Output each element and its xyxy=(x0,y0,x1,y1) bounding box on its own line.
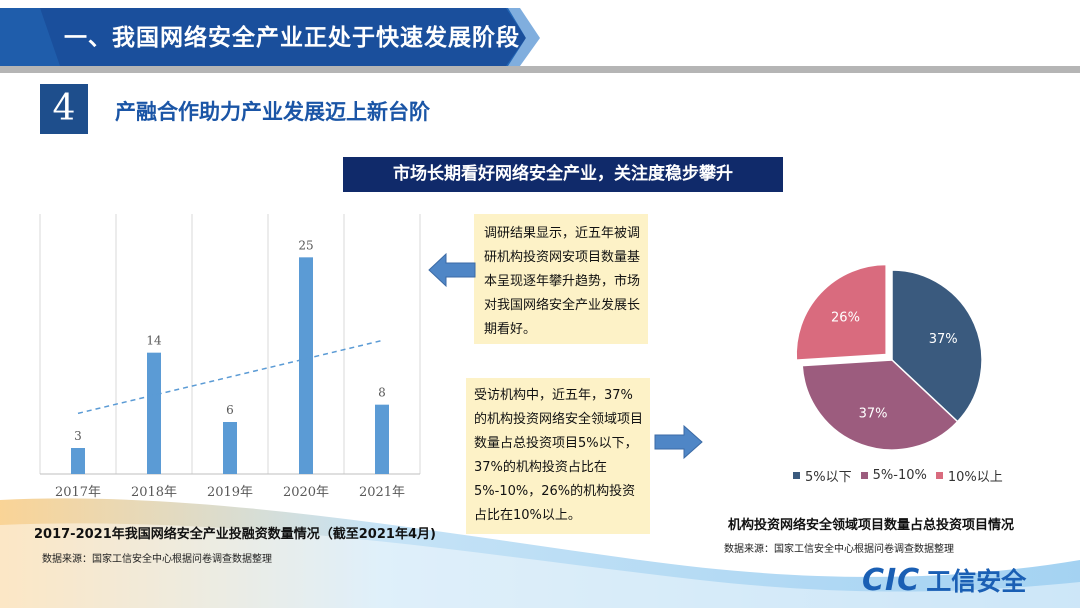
bar-data-label: 6 xyxy=(226,403,234,417)
pie-chart-source: 数据来源：国家工信安全中心根据问卷调查数据整理 xyxy=(724,544,954,555)
legend-swatch xyxy=(860,472,868,479)
legend-item-above10: 10%以上 xyxy=(935,466,1003,485)
bar-chart: 3 2017年 14 2018年 6 2019年 25 2020年 8 2021年 xyxy=(39,214,421,500)
x-tick-label: 2020年 xyxy=(283,485,329,500)
bar-data-label: 14 xyxy=(146,334,162,348)
right-arrow-icon xyxy=(654,424,703,460)
x-tick-label: 2017年 xyxy=(55,485,101,500)
bar-data-label: 8 xyxy=(378,386,386,400)
pie-slice-1 xyxy=(891,269,983,423)
cic-logo: CIC 工信安全 xyxy=(862,562,1026,598)
legend-item-5to10: 5%-10% xyxy=(860,468,927,483)
pie-legend: 5%以下 5%-10% 10%以上 xyxy=(793,466,1003,485)
x-tick-label: 2019年 xyxy=(207,485,253,500)
bar-2020年 xyxy=(299,257,313,474)
legend-swatch xyxy=(935,472,943,479)
bar-2019年 xyxy=(223,422,237,474)
pie-slice-2 xyxy=(801,359,959,451)
bottom-wave-decoration xyxy=(0,498,1080,608)
note-institution-share: 受访机构中，近五年，37%的机构投资网络安全领域项目数量占总投资项目5%以下，3… xyxy=(466,378,650,534)
section-number: 4 xyxy=(40,84,88,134)
bar-chart-caption: 2017-2021年我国网络安全产业投融资数量情况（截至2021年4月) xyxy=(34,527,436,542)
pie-chart-caption: 机构投资网络安全领域项目数量占总投资项目情况 xyxy=(728,518,1015,533)
legend-item-below5: 5%以下 xyxy=(793,466,852,485)
note-survey-result: 调研结果显示，近五年被调研机构投资网安项目数量基本呈现逐年攀升趋势，市场对我国网… xyxy=(474,214,648,344)
trend-line xyxy=(77,339,383,415)
header-divider xyxy=(0,66,1080,73)
section-subtitle: 产融合作助力产业发展迈上新台阶 xyxy=(115,100,430,124)
legend-label: 5%以下 xyxy=(805,470,852,485)
bar-data-label: 25 xyxy=(298,238,313,252)
x-tick-label: 2021年 xyxy=(359,485,405,500)
section-banner: 市场长期看好网络安全产业，关注度稳步攀升 xyxy=(343,157,783,192)
pie-chart: 37% 37% 26% xyxy=(795,263,983,451)
legend-swatch xyxy=(793,472,800,479)
bar-chart-source: 数据来源：国家工信安全中心根据问卷调查数据整理 xyxy=(42,554,272,565)
bar-2021年 xyxy=(375,404,389,474)
pie-data-label: 37% xyxy=(859,407,888,422)
banner-shape xyxy=(0,8,540,66)
legend-label: 5%-10% xyxy=(872,468,927,483)
bar-data-label: 3 xyxy=(74,429,82,443)
left-arrow-icon xyxy=(428,252,476,288)
legend-label: 10%以上 xyxy=(947,470,1003,485)
logo-mark: CIC xyxy=(862,562,921,598)
bar-2018年 xyxy=(147,352,161,474)
pie-slice-3 xyxy=(795,263,887,361)
header-banner: 一、我国网络安全产业正处于快速发展阶段 xyxy=(0,0,545,66)
pie-data-label: 37% xyxy=(929,332,958,347)
logo-text: 工信安全 xyxy=(926,567,1027,596)
pie-data-label: 26% xyxy=(831,310,860,325)
x-tick-label: 2018年 xyxy=(131,485,177,500)
page-title: 一、我国网络安全产业正处于快速发展阶段 xyxy=(64,25,520,51)
bar-2017年 xyxy=(71,448,85,474)
